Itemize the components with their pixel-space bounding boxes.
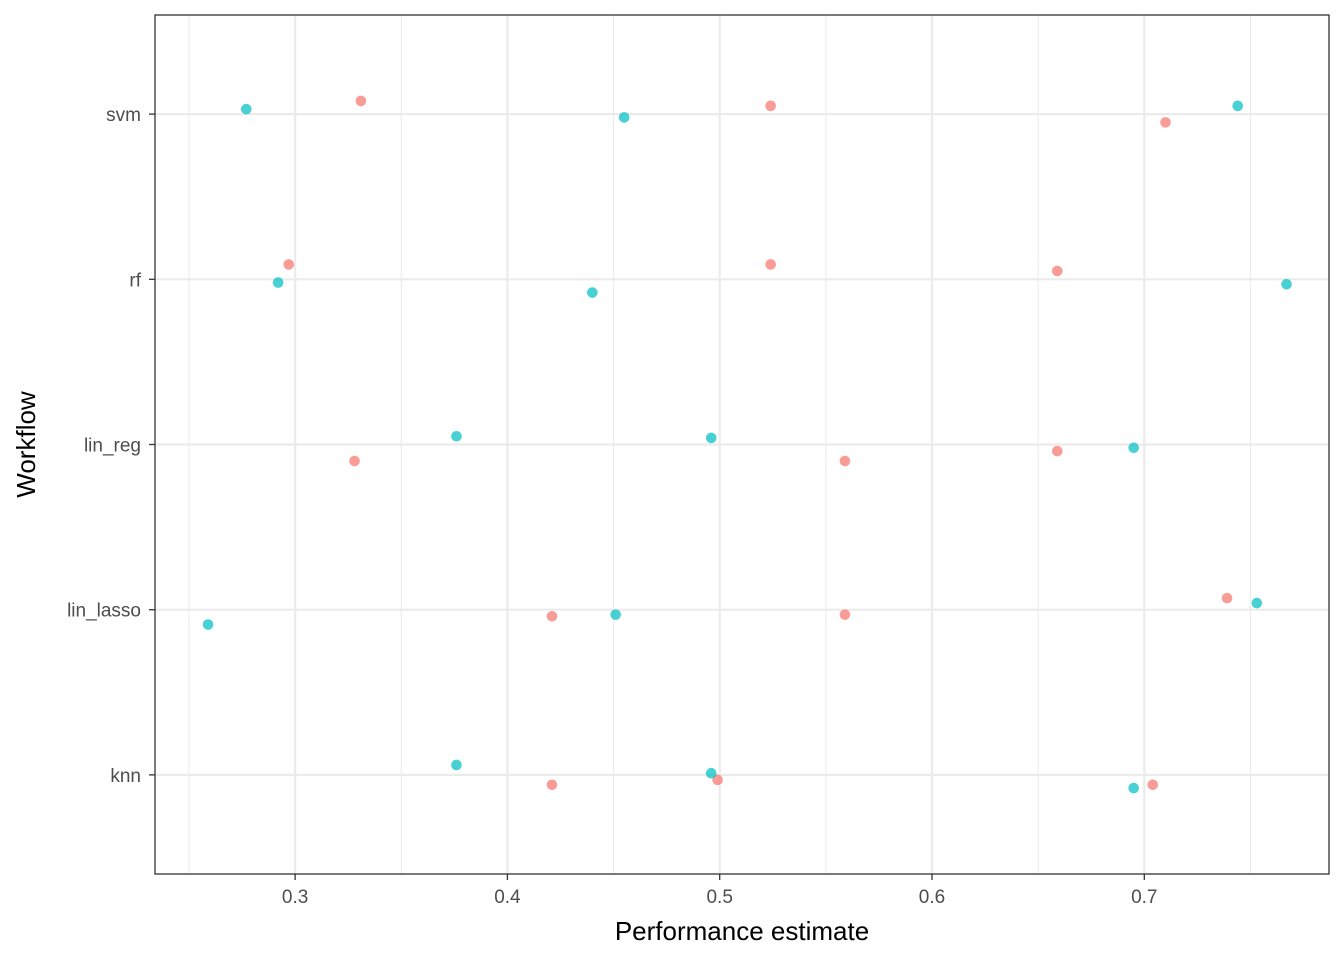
x-tick-label: 0.3 <box>282 887 308 908</box>
y-tick-label: lin_reg <box>84 436 141 457</box>
data-point <box>610 609 621 620</box>
data-point <box>1051 265 1063 277</box>
data-point <box>839 609 851 620</box>
x-tick-label: 0.4 <box>494 887 521 908</box>
y-tick-label: svm <box>106 105 141 126</box>
data-point <box>202 619 214 630</box>
data-point <box>705 432 717 444</box>
data-points <box>202 95 1292 794</box>
data-point <box>240 103 252 115</box>
data-point <box>1051 445 1063 457</box>
data-point <box>546 779 558 791</box>
data-point <box>283 259 295 270</box>
y-axis: knn lin_lasso lin_reg rf svm <box>67 105 155 787</box>
y-tick-label: lin_lasso <box>67 601 141 622</box>
data-point <box>451 430 462 442</box>
data-point <box>1160 117 1171 128</box>
y-tick-label: knn <box>110 766 141 787</box>
data-point <box>1281 278 1292 290</box>
data-point <box>1128 442 1139 454</box>
x-tick-label: 0.5 <box>706 887 732 908</box>
data-point <box>546 611 558 622</box>
x-axis-title: Performance estimate <box>615 916 869 946</box>
data-point <box>1128 782 1139 794</box>
data-point <box>839 455 851 467</box>
data-point <box>765 100 776 112</box>
y-axis-title: Workflow <box>11 391 41 498</box>
data-point <box>705 767 717 779</box>
data-point <box>712 774 723 786</box>
data-point <box>1232 100 1244 112</box>
data-point <box>587 287 598 298</box>
data-point <box>1251 597 1263 609</box>
x-axis: 0.3 0.4 0.5 0.6 0.7 <box>282 874 1158 908</box>
data-point <box>355 95 367 107</box>
data-point <box>272 277 284 288</box>
x-tick-label: 0.7 <box>1131 887 1157 908</box>
data-point <box>618 112 630 123</box>
data-point <box>765 259 776 270</box>
data-point <box>451 759 462 771</box>
y-tick-label: rf <box>129 270 141 291</box>
x-tick-label: 0.6 <box>919 887 945 908</box>
data-point <box>1147 779 1159 791</box>
data-point <box>349 455 360 467</box>
data-point <box>1221 592 1233 604</box>
